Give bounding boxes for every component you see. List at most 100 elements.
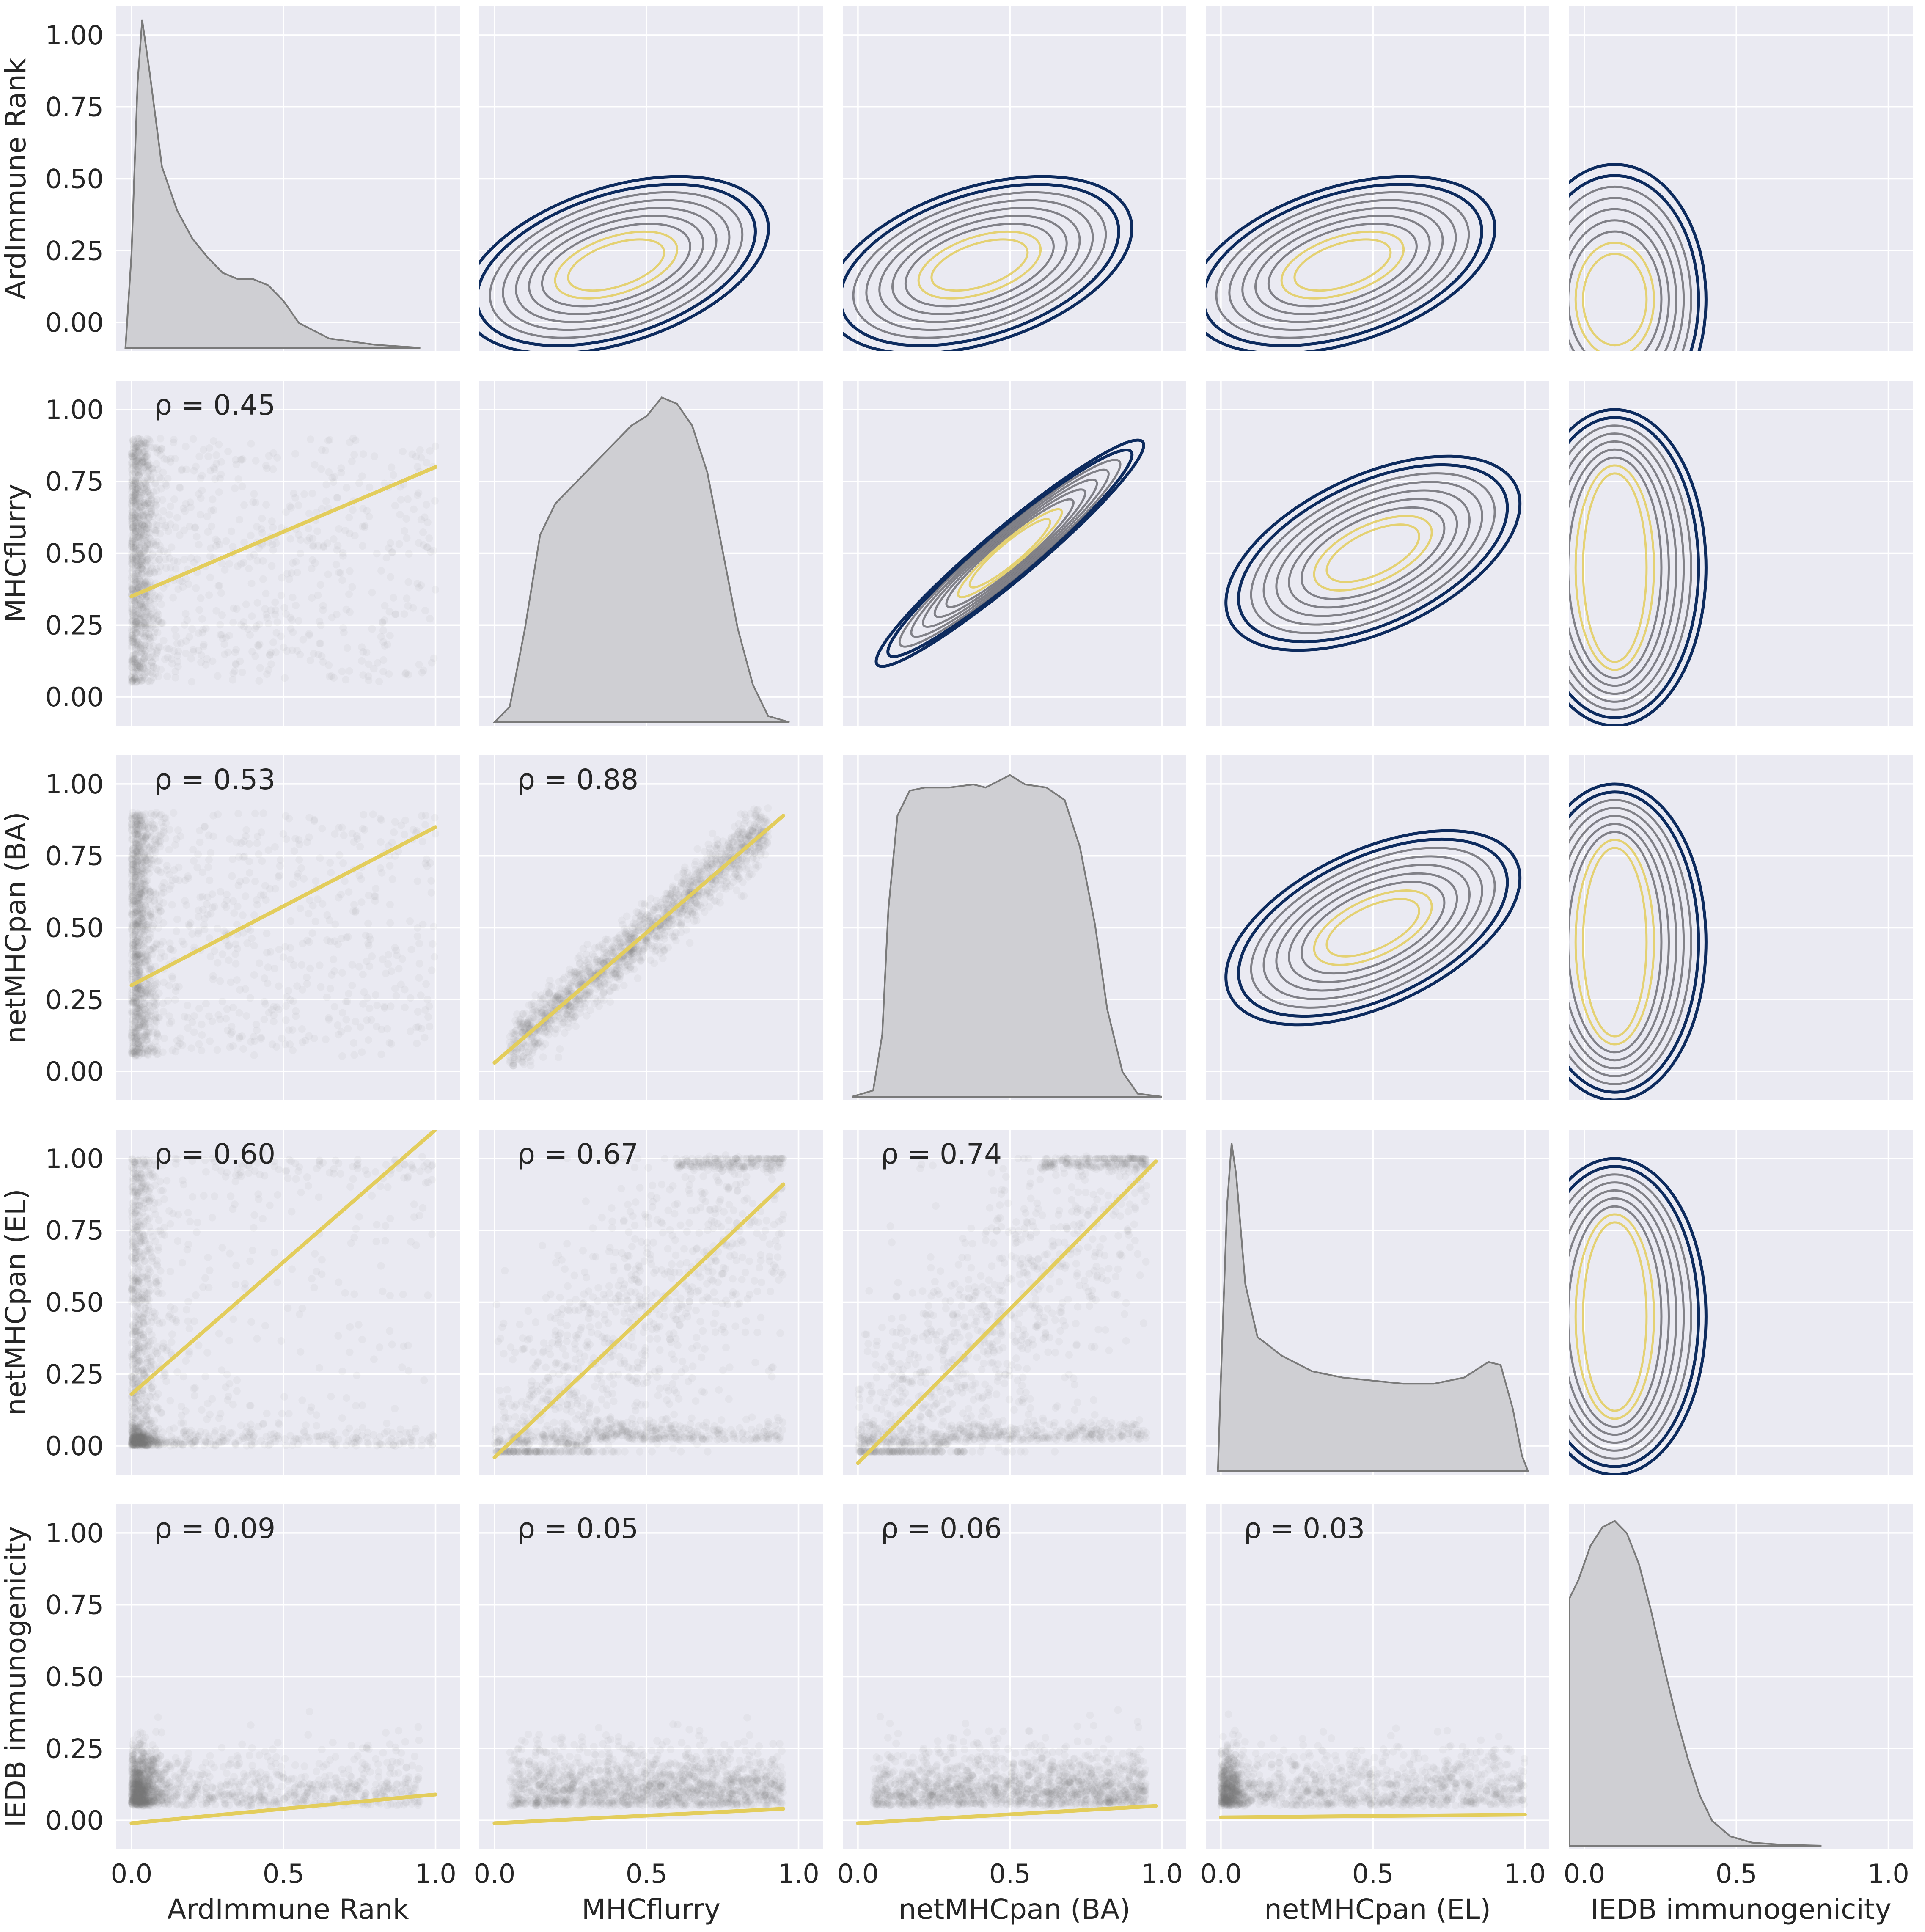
scatter-point (135, 1045, 143, 1053)
scatter-point (146, 993, 154, 1001)
scatter-point (158, 517, 166, 525)
scatter-point (222, 903, 230, 911)
scatter-point (171, 667, 179, 675)
scatter-point (139, 520, 147, 528)
scatter-point (376, 815, 384, 823)
scatter-point (147, 1047, 155, 1055)
scatter-point (129, 907, 137, 915)
scatter-point (686, 939, 694, 947)
scatter-point (338, 1052, 346, 1060)
scatter-point (139, 644, 147, 652)
scatter-point (141, 902, 149, 909)
scatter-point (135, 596, 143, 604)
scatter-point (130, 612, 138, 620)
scatter-point (401, 816, 409, 824)
scatter-point (135, 461, 143, 469)
scatter-point (140, 523, 148, 531)
scatter-point (182, 901, 190, 909)
scatter-point (135, 470, 143, 478)
scatter-point (217, 888, 225, 896)
scatter-point (137, 485, 145, 493)
scatter-point (172, 875, 180, 883)
scatter-point (133, 457, 141, 465)
scatter-point (206, 467, 214, 475)
scatter-point (248, 648, 256, 656)
scatter-point (141, 1015, 149, 1023)
scatter-point (141, 485, 149, 493)
scatter-point (203, 512, 211, 520)
scatter-point (160, 1007, 168, 1016)
scatter-point (131, 1038, 139, 1046)
scatter-point (128, 660, 136, 668)
scatter-point (130, 522, 138, 530)
scatter-point (136, 958, 144, 966)
scatter-point (151, 594, 158, 602)
scatter-point (150, 1046, 158, 1054)
scatter-point (149, 845, 157, 853)
scatter-point (129, 510, 137, 518)
scatter-point (140, 849, 148, 857)
scatter-point (261, 605, 269, 613)
scatter-point (137, 955, 145, 963)
scatter-point (350, 838, 358, 846)
scatter-point (181, 897, 189, 905)
scatter-point (141, 500, 149, 507)
scatter-point (268, 1040, 276, 1049)
scatter-point (132, 518, 140, 526)
scatter-point (138, 920, 146, 928)
scatter-point (212, 542, 220, 550)
scatter-point (563, 1010, 571, 1018)
scatter-point (239, 1045, 248, 1053)
scatter-point (713, 844, 720, 852)
scatter-point (144, 1009, 152, 1017)
scatter-point (132, 1044, 140, 1052)
scatter-point (146, 864, 154, 872)
scatter-point (178, 937, 186, 945)
scatter-point (694, 891, 702, 899)
scatter-point (187, 1044, 195, 1052)
scatter-point (142, 526, 150, 534)
scatter-point (131, 839, 139, 847)
panel-1-0: ρ = 0.45 (116, 381, 460, 726)
scatter-point (136, 889, 144, 897)
scatter-point (135, 576, 143, 584)
scatter-point (128, 926, 136, 934)
scatter-point (129, 1007, 138, 1015)
scatter-point (142, 608, 150, 616)
scatter-point (174, 663, 182, 671)
scatter-point (130, 452, 138, 460)
scatter-point (338, 667, 346, 675)
scatter-point (181, 1013, 188, 1021)
scatter-point (138, 457, 146, 465)
scatter-point (392, 947, 400, 954)
scatter-point (580, 1003, 588, 1011)
scatter-point (128, 583, 136, 592)
scatter-point (255, 544, 263, 552)
scatter-point (130, 993, 138, 1001)
scatter-point (209, 495, 217, 504)
scatter-point (165, 511, 173, 519)
scatter-point (261, 1000, 270, 1008)
scatter-point (204, 1399, 212, 1407)
scatter-point (185, 1325, 193, 1332)
scatter-point (415, 489, 423, 497)
scatter-point (133, 856, 141, 864)
scatter-point (255, 677, 263, 685)
scatter-point (265, 452, 273, 460)
scatter-point (131, 469, 139, 477)
scatter-point (132, 1008, 140, 1016)
scatter-point (133, 853, 141, 860)
scatter-point (135, 905, 143, 913)
scatter-point (413, 491, 421, 499)
scatter-point (634, 909, 642, 917)
scatter-point (136, 577, 144, 585)
scatter-point (129, 998, 137, 1006)
scatter-point (198, 1046, 206, 1054)
scatter-point (144, 908, 152, 916)
scatter-point (150, 469, 158, 477)
scatter-point (151, 897, 159, 905)
scatter-point (141, 1006, 149, 1014)
scatter-point (168, 1018, 176, 1026)
scatter-point (187, 655, 195, 663)
scatter-point (143, 435, 151, 443)
